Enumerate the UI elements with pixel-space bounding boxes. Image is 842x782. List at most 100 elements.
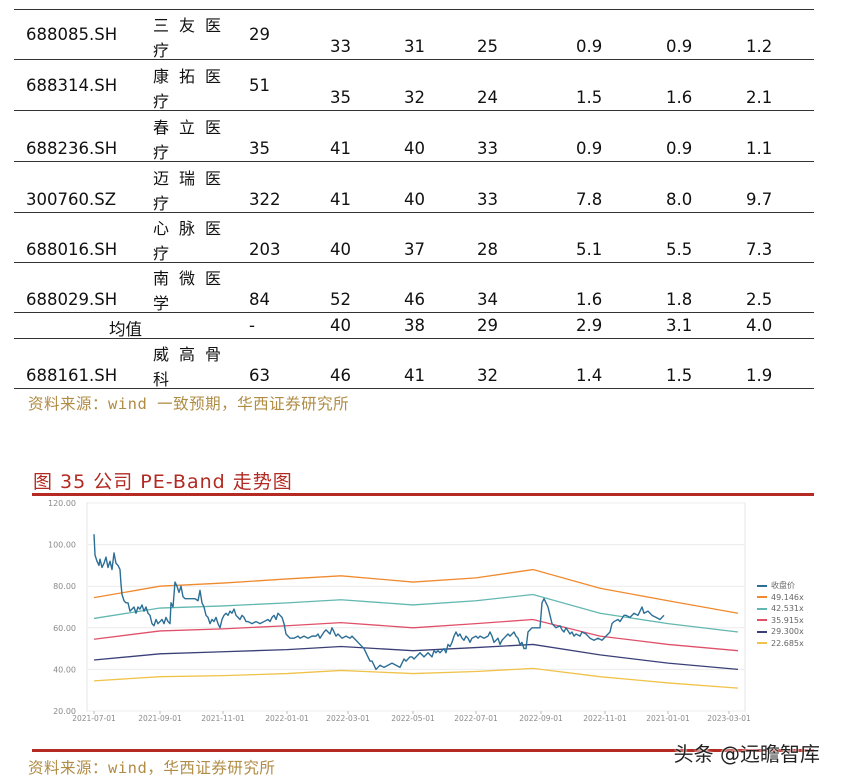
legend-swatch-icon	[757, 584, 767, 587]
company-code: 688016.SH	[26, 240, 118, 259]
row-divider	[14, 59, 814, 60]
value-ps2: 1.6	[666, 88, 693, 107]
value-pe2: 41	[404, 366, 425, 385]
legend-label: 42.531x	[771, 604, 804, 613]
value-pe1: 33	[330, 37, 351, 56]
market-cap: 84	[249, 290, 270, 309]
company-name: 春立医	[153, 118, 232, 137]
pe-band-line	[93, 667, 739, 689]
value-pe1: 40	[330, 240, 351, 259]
market-cap: 63	[249, 366, 270, 385]
figure-title-rule	[32, 493, 814, 496]
legend-item: 42.531x	[757, 603, 804, 615]
value-pe1: 52	[330, 290, 351, 309]
x-tick-label: 2021-01-01	[646, 714, 690, 723]
value-ps1: 7.8	[576, 190, 603, 209]
pe-band-line	[93, 593, 739, 633]
market-cap: -	[249, 316, 255, 335]
value-pe3: 28	[477, 240, 498, 259]
row-divider	[14, 312, 814, 313]
value-pe3: 24	[477, 88, 498, 107]
value-pe3: 29	[477, 316, 498, 335]
market-cap: 29	[249, 25, 270, 44]
company-name: 威高骨	[153, 345, 232, 364]
company-name-cont: 疗	[153, 143, 170, 162]
company-name-cont: 学	[153, 294, 170, 313]
value-pe2: 46	[404, 290, 425, 309]
figure-bottom-rule	[32, 749, 814, 752]
legend-swatch-icon	[757, 630, 767, 633]
value-pe2: 31	[404, 37, 425, 56]
x-tick-label: 2022-05-01	[391, 714, 435, 723]
value-pe2: 37	[404, 240, 425, 259]
pe-band-line	[93, 618, 739, 652]
value-pe1: 41	[330, 190, 351, 209]
pe-band-line	[93, 643, 739, 671]
company-code: 688236.SH	[26, 139, 118, 158]
table-row: 688236.SH 春立医疗 35 41 40 33 0.9 0.9 1.1	[14, 111, 814, 162]
company-code: 688161.SH	[26, 366, 118, 385]
value-ps1: 1.4	[576, 366, 603, 385]
company-code: 688085.SH	[26, 25, 118, 44]
watermark: 头条 @远瞻智库	[673, 742, 820, 766]
row-divider	[14, 262, 814, 263]
legend-item: 收盘价	[757, 580, 804, 592]
value-pe2: 38	[404, 316, 425, 335]
legend-label: 29.300x	[771, 627, 804, 636]
value-ps2: 0.9	[666, 139, 693, 158]
value-ps2: 5.5	[666, 240, 693, 259]
x-tick-label: 2021-09-01	[138, 714, 182, 723]
legend-item: 22.685x	[757, 638, 804, 650]
value-ps3: 2.1	[746, 88, 773, 107]
value-ps2: 1.5	[666, 366, 693, 385]
value-ps1: 1.5	[576, 88, 603, 107]
value-ps1: 0.9	[576, 37, 603, 56]
company-name-cont: 疗	[153, 194, 170, 213]
x-tick-label: 2021-11-01	[201, 714, 245, 723]
value-ps1: 1.6	[576, 290, 603, 309]
table-row-company: 688161.SH 威高骨科 63 46 41 32 1.4 1.5 1.9	[14, 338, 814, 389]
y-tick-label: 40.00	[53, 665, 76, 674]
pe-band-chart-svg: 20.00 40.00 60.00 80.00 100.00 120.00 2021-07-…	[48, 499, 751, 723]
company-name: 南微医	[153, 269, 232, 288]
x-tick-label: 2022-01-01	[265, 714, 309, 723]
value-pe3: 33	[477, 190, 498, 209]
value-ps2: 0.9	[666, 37, 693, 56]
row-divider	[14, 388, 814, 389]
table-row: 688016.SH 心脉医疗 203 40 37 28 5.1 5.5 7.3	[14, 212, 814, 263]
pe-band-line	[93, 568, 739, 614]
x-tick-label: 2022-11-01	[583, 714, 627, 723]
table-row: 688314.SH 康拓医疗 51 35 32 24 1.5 1.6 2.1	[14, 60, 814, 111]
row-divider	[14, 212, 814, 213]
value-ps3: 2.5	[746, 290, 773, 309]
y-tick-label: 60.00	[53, 624, 76, 633]
market-cap: 203	[249, 240, 281, 259]
market-cap: 35	[249, 139, 270, 158]
y-tick-label: 20.00	[53, 707, 76, 716]
x-tick-label: 2022-03-01	[326, 714, 370, 723]
market-cap: 322	[249, 190, 281, 209]
average-label: 均值	[109, 320, 142, 339]
pe-band-chart: 20.00 40.00 60.00 80.00 100.00 120.00 2021-07-…	[32, 497, 814, 725]
figure-source-note: 资料来源：wind，华西证券研究所	[28, 759, 276, 777]
value-pe3: 33	[477, 139, 498, 158]
row-divider	[14, 110, 814, 111]
value-pe2: 40	[404, 139, 425, 158]
company-name: 康拓医	[153, 67, 232, 86]
x-tick-label: 2022-09-01	[519, 714, 563, 723]
value-ps2: 8.0	[666, 190, 693, 209]
value-pe3: 25	[477, 37, 498, 56]
legend-swatch-icon	[757, 642, 767, 645]
company-name-cont: 疗	[153, 244, 170, 263]
company-name: 心脉医	[153, 219, 232, 238]
value-pe1: 35	[330, 88, 351, 107]
legend-item: 35.915x	[757, 615, 804, 627]
value-ps3: 7.3	[746, 240, 773, 259]
value-ps3: 1.1	[746, 139, 773, 158]
figure-title: 图 35 公司 PE-Band 走势图	[33, 471, 293, 493]
closing-price-line	[93, 534, 665, 671]
table-top-rule	[14, 9, 814, 10]
chart-legend: 收盘价 49.146x 42.531x 35.915x 29.300x 22.685x	[757, 580, 804, 649]
market-cap: 51	[249, 76, 270, 95]
row-divider	[14, 161, 814, 162]
